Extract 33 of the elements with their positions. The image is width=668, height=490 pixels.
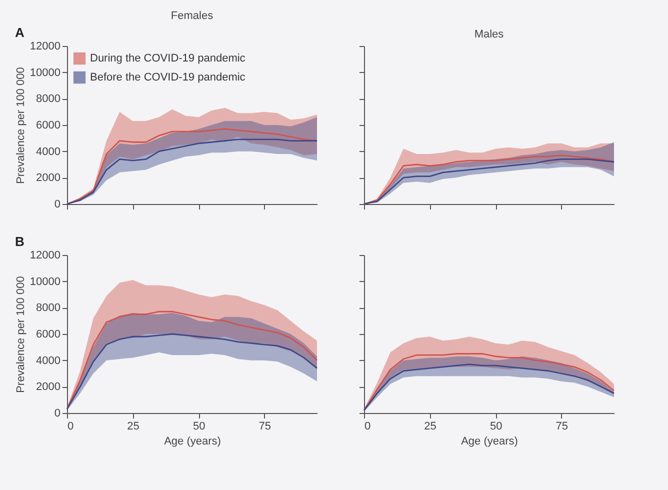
x-axis-title: Age (years) xyxy=(164,436,221,448)
y-tick-label: 4000 xyxy=(36,146,60,158)
y-tick-label: 12000 xyxy=(30,40,60,52)
line-series xyxy=(66,333,318,410)
y-tick-label: 6000 xyxy=(36,120,60,132)
y-tick-label: 8000 xyxy=(36,302,60,314)
x-tick-label: 50 xyxy=(192,420,206,432)
legend-label: During the COVID-19 pandemic xyxy=(90,52,246,64)
x-tick-label: 50 xyxy=(490,420,502,432)
x-tick-label: 75 xyxy=(556,420,568,432)
y-tick-label: 0 xyxy=(54,408,60,420)
y-tick-label: 6000 xyxy=(36,328,60,340)
y-tick-label: 0 xyxy=(54,198,60,210)
x-tick-label: 75 xyxy=(258,420,271,432)
x-axis-title: Age (years) xyxy=(461,436,518,448)
y-tick-label: 2000 xyxy=(36,381,60,394)
y-tick-label: 2000 xyxy=(36,172,60,184)
y-tick-label: 4000 xyxy=(36,354,60,367)
y-tick-label: 10000 xyxy=(30,276,60,288)
legend-label: Before the COVID-19 pandemic xyxy=(90,72,246,84)
x-tick-label: 0 xyxy=(68,420,74,432)
y-axis-title: Prevalence per 100 000 xyxy=(14,276,27,393)
y-tick-label: 8000 xyxy=(36,93,60,106)
text: A xyxy=(15,25,25,40)
chart-title: Females xyxy=(170,10,214,22)
x-tick-label: 25 xyxy=(424,420,436,432)
chart-title: Males xyxy=(474,28,504,40)
text: B xyxy=(15,234,24,249)
x-tick-label: 0 xyxy=(364,420,371,432)
y-tick-label: 10000 xyxy=(30,66,60,79)
y-axis-title: Prevalence per 100 000 xyxy=(14,67,27,184)
x-tick-label: 25 xyxy=(127,420,140,432)
y-tick-label: 12000 xyxy=(30,250,60,262)
